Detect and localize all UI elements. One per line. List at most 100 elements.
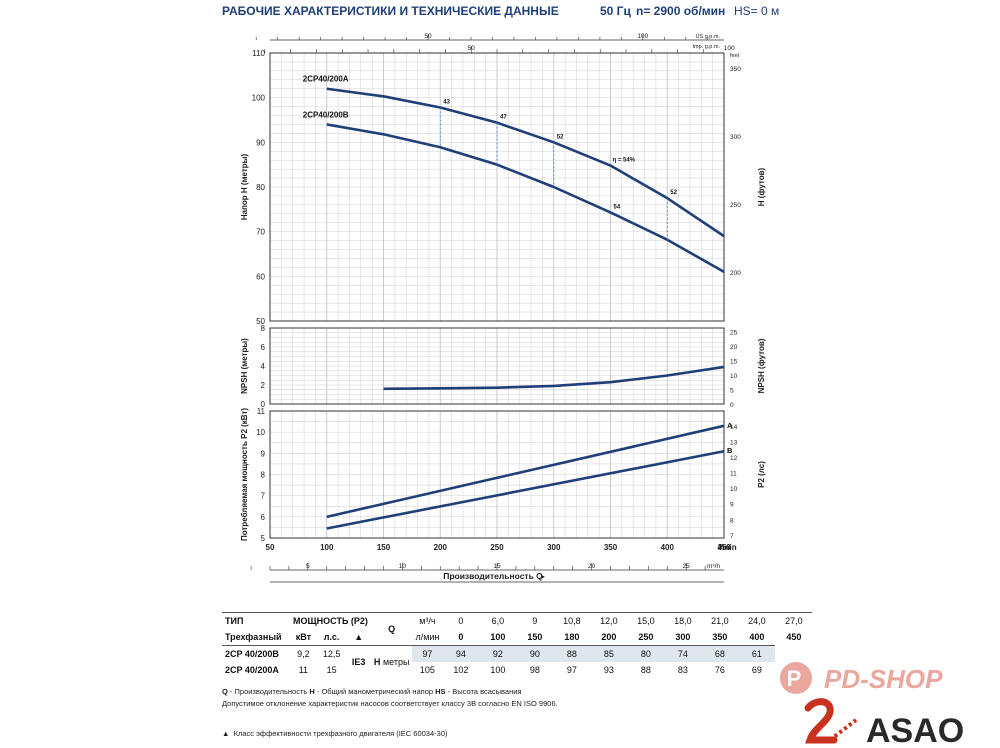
table-cell: 61	[738, 645, 776, 662]
table-cell: 15	[326, 665, 337, 675]
table-cell: 97	[412, 645, 443, 662]
y-tick-label: 100	[252, 94, 266, 103]
y-tick-label: 0	[261, 400, 266, 409]
table-cell: 400	[749, 632, 765, 642]
m3h-tick-label: 15	[493, 563, 501, 570]
y-axis-label: Напор H (метры)	[240, 154, 249, 221]
y-right-tick-label: 350	[730, 66, 741, 73]
asao-logo: ASAO	[804, 698, 964, 748]
x-axis-arrow-icon: ▸	[541, 572, 545, 581]
y-right-tick-label: 9	[730, 502, 734, 509]
m3h-tick-label: 5	[306, 563, 310, 570]
h-unit: H метры	[370, 645, 413, 678]
x-tick-label: 450	[717, 543, 731, 552]
y-right-tick-label: 15	[730, 359, 738, 366]
x-tick-label: 100	[320, 543, 334, 552]
table-cell: 100	[490, 665, 506, 675]
table-cell: 11	[298, 665, 309, 675]
phase-label: Трехфазный	[225, 632, 282, 642]
x-unit-label: l/min	[718, 543, 737, 552]
imp-gpm-label: Imp. g.p.m.	[692, 44, 720, 50]
y-tick-label: 60	[256, 272, 265, 281]
efficiency-label: 52	[670, 190, 677, 196]
lmin-unit: л/мин	[415, 632, 440, 642]
y-right-tick-label: 14	[730, 424, 738, 431]
pd-logo-icon	[780, 662, 812, 694]
series-line	[326, 424, 725, 519]
table-cell: 100	[490, 632, 506, 642]
m3h-tick-label: 25	[683, 563, 691, 570]
y-right-axis-label: NPSH (футов)	[757, 338, 766, 393]
m3h-tick-label: 20	[588, 563, 596, 570]
type-header: ТИП	[222, 612, 290, 629]
table-cell: 6,0	[479, 612, 517, 629]
h-label: H	[373, 657, 381, 667]
plot-frame	[269, 410, 725, 539]
y-right-tick-label: 10	[730, 373, 738, 380]
meters-unit: метры	[382, 657, 410, 667]
table-cell: 9,2	[290, 645, 317, 662]
note-hs: HS	[435, 687, 446, 696]
y-right-tick-label: 20	[730, 344, 738, 351]
asao-logo-icon	[804, 698, 838, 744]
series-label: A	[727, 421, 733, 430]
feet-label: feet	[730, 53, 740, 59]
table-cell: 90	[516, 645, 554, 662]
y-right-tick-label: 200	[730, 270, 741, 277]
efficiency-label: 47	[500, 115, 507, 121]
y-tick-label: 9	[261, 449, 266, 458]
y-axis-label: Потребляемая мощность P2 (кВт)	[240, 408, 249, 541]
y-tick-label: 11	[257, 407, 266, 416]
imp-gpm-tick: 100	[724, 45, 735, 52]
series-line	[326, 123, 725, 273]
table-cell: 83	[677, 665, 688, 675]
table-cell: 450	[786, 632, 802, 643]
power-header: МОЩНОСТЬ (P2)	[290, 612, 371, 629]
table-cell: 12,5	[316, 645, 347, 662]
series-line	[326, 449, 725, 530]
series-label: 2CP40/200B	[303, 110, 349, 119]
y-tick-label: 2	[261, 381, 266, 390]
imp-gpm-tick: 50	[468, 45, 476, 52]
table-cell: 180	[564, 632, 580, 642]
y-right-axis-label: P2 (лс)	[757, 461, 766, 488]
y-tick-label: 70	[256, 228, 265, 237]
ie-note: ▲ Класс эффективности трехфазного двигат…	[222, 729, 448, 738]
table-cell: 300	[675, 632, 691, 642]
table-cell: 94	[442, 645, 480, 662]
table-cell: 69	[751, 665, 762, 675]
table-cell: 24,0	[738, 612, 776, 629]
table-cell: 92	[479, 645, 517, 662]
y-tick-label: 50	[256, 317, 265, 326]
ie-note-text: Класс эффективности трехфазного двигател…	[233, 729, 448, 738]
table-cell: 76	[714, 665, 725, 675]
table-cell: 74	[664, 645, 702, 662]
model-name: 2CP 40/200A	[225, 665, 279, 675]
table-row: 2CP 40/200B 9,2 12,5 IE3 H метры 97 94 9…	[222, 645, 812, 678]
x-tick-label: 50	[266, 543, 275, 552]
series-label: 2CP40/200A	[303, 75, 349, 84]
y-right-tick-label: 11	[730, 471, 737, 478]
table-cell: 105	[419, 665, 435, 675]
x-tick-label: 200	[434, 543, 448, 552]
us-gpm-label: US g.p.m.	[696, 34, 721, 40]
note-h: H	[309, 687, 315, 696]
table-cell: 88	[553, 645, 591, 662]
table-cell: 200	[601, 632, 617, 642]
table-cell: 80	[627, 645, 665, 662]
y-right-tick-label: 300	[730, 134, 741, 141]
series-line	[383, 365, 725, 391]
table-cell: 15,0	[627, 612, 665, 629]
data-table: ТИП МОЩНОСТЬ (P2) Q м³/ч 0 6,0 9 10,8 12…	[222, 612, 813, 678]
table-cell: 97	[566, 665, 577, 675]
y-right-tick-label: 10	[730, 486, 738, 493]
y-right-tick-label: 5	[730, 388, 734, 395]
y-tick-label: 6	[261, 513, 266, 522]
table-cell: 102	[453, 665, 469, 675]
table-cell: 21,0	[701, 612, 739, 629]
asao-logo-text: ASAO	[866, 712, 964, 748]
note-q: Q	[222, 687, 228, 696]
series-label: B	[727, 446, 733, 455]
suction-height: HS= 0 м	[734, 4, 780, 18]
